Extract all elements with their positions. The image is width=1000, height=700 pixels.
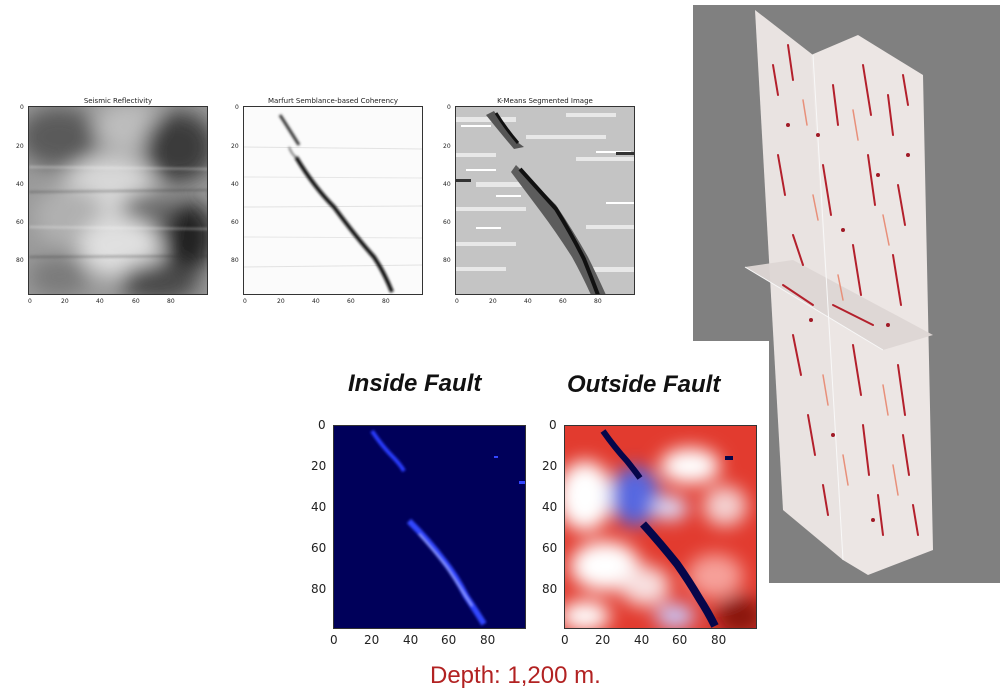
y-tick: 20 — [311, 459, 327, 473]
depth-caption: Depth: 1,200 m. — [430, 662, 601, 689]
x-tick: 20 — [489, 298, 497, 305]
x-tick: 60 — [441, 633, 457, 647]
coherency-plot — [243, 106, 423, 295]
kmeans-plot — [455, 106, 635, 295]
x-tick: 40 — [312, 298, 320, 305]
outside-fault-image — [565, 426, 756, 628]
inside-fault-title: Inside Fault — [348, 370, 482, 397]
y-tick: 0 — [447, 104, 451, 111]
y-tick: 40 — [542, 500, 558, 514]
x-tick: 80 — [594, 298, 602, 305]
x-tick: 40 — [634, 633, 650, 647]
x-tick: 0 — [561, 633, 569, 647]
y-tick: 0 — [318, 418, 326, 432]
y-tick: 60 — [443, 219, 451, 226]
seismic-reflectivity-image — [29, 107, 207, 294]
y-tick: 0 — [549, 418, 557, 432]
y-tick: 60 — [16, 219, 24, 226]
y-tick: 0 — [235, 104, 239, 111]
inside-fault-image — [334, 426, 525, 628]
outside-fault-title: Outside Fault — [567, 371, 721, 398]
outside-fault-plot — [564, 425, 757, 629]
y-tick: 80 — [311, 582, 327, 596]
seismic-reflectivity-title: Seismic Reflectivity — [83, 97, 153, 105]
kmeans-image — [456, 107, 634, 294]
y-tick: 60 — [231, 219, 239, 226]
x-tick: 20 — [277, 298, 285, 305]
y-tick: 80 — [443, 257, 451, 264]
seismic-reflectivity-plot — [28, 106, 208, 295]
x-tick: 60 — [559, 298, 567, 305]
x-tick: 40 — [403, 633, 419, 647]
x-tick: 60 — [132, 298, 140, 305]
x-tick: 20 — [364, 633, 380, 647]
x-tick: 20 — [61, 298, 69, 305]
coherency-title: Marfurt Semblance-based Coherency — [267, 97, 399, 105]
y-tick: 80 — [16, 257, 24, 264]
y-tick: 20 — [16, 143, 24, 150]
y-tick: 60 — [542, 541, 558, 555]
x-tick: 0 — [330, 633, 338, 647]
x-tick: 0 — [243, 298, 247, 305]
x-tick: 40 — [524, 298, 532, 305]
x-tick: 80 — [711, 633, 727, 647]
x-tick: 60 — [347, 298, 355, 305]
y-tick: 20 — [443, 143, 451, 150]
coherency-image — [244, 107, 422, 294]
y-tick: 20 — [542, 459, 558, 473]
y-tick: 40 — [231, 181, 239, 188]
y-tick: 40 — [311, 500, 327, 514]
x-tick: 80 — [167, 298, 175, 305]
x-tick: 60 — [672, 633, 688, 647]
x-tick: 40 — [96, 298, 104, 305]
y-tick: 0 — [20, 104, 24, 111]
inside-fault-plot — [333, 425, 526, 629]
y-tick: 80 — [231, 257, 239, 264]
x-tick: 20 — [595, 633, 611, 647]
x-tick: 80 — [480, 633, 496, 647]
y-tick: 40 — [443, 181, 451, 188]
y-tick: 40 — [16, 181, 24, 188]
x-tick: 0 — [455, 298, 459, 305]
kmeans-title: K-Means Segmented Image — [497, 97, 593, 105]
y-tick: 20 — [231, 143, 239, 150]
y-tick: 60 — [311, 541, 327, 555]
y-tick: 80 — [542, 582, 558, 596]
x-tick: 80 — [382, 298, 390, 305]
x-tick: 0 — [28, 298, 32, 305]
